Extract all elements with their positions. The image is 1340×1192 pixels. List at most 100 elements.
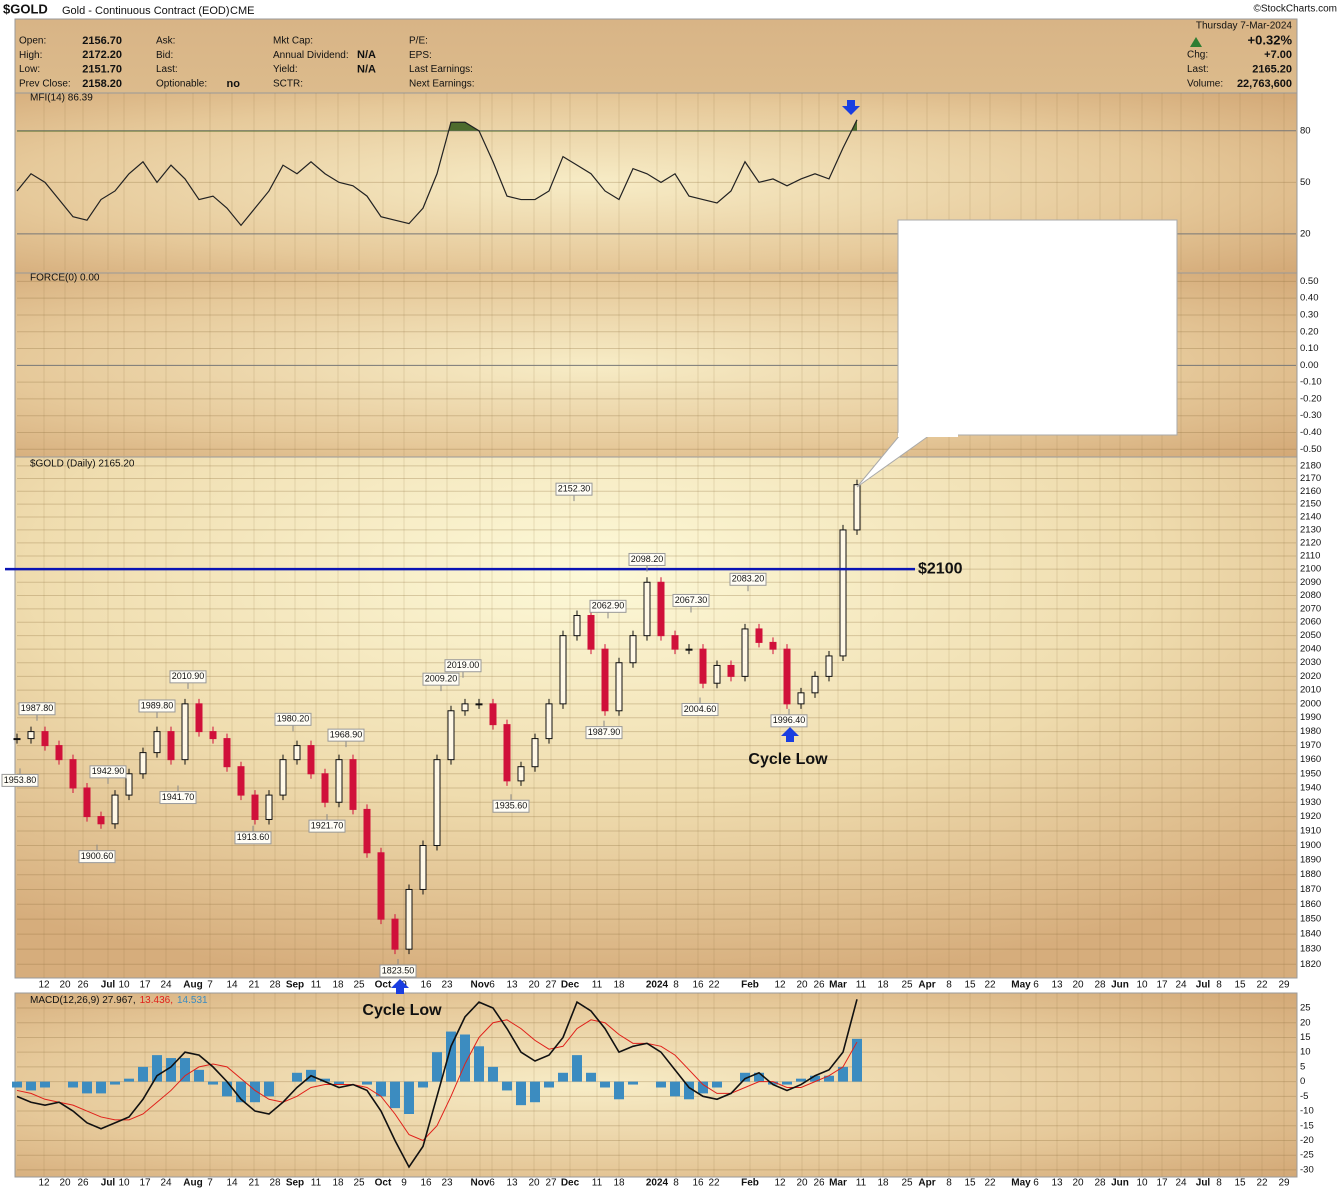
- annotation-label: 2010.90: [172, 671, 205, 681]
- x-tick-label: 24: [1175, 980, 1187, 991]
- quote-value: 2158.20: [82, 78, 122, 90]
- x-tick-label: Sep: [286, 1178, 304, 1189]
- annotation-box: [78, 850, 116, 864]
- histogram-bar: [96, 1081, 106, 1094]
- y-tick-label: 2070: [1300, 603, 1321, 614]
- histogram-bar: [236, 1081, 246, 1103]
- source: ©StockCharts.com: [1253, 4, 1337, 15]
- y-tick-label: -30: [1300, 1164, 1314, 1175]
- candle: [517, 766, 525, 782]
- candle: [685, 648, 693, 651]
- annotation-label: 2062.90: [592, 601, 625, 611]
- annotation-box: [159, 791, 197, 805]
- candle: [587, 615, 595, 650]
- note-box: [897, 219, 1178, 436]
- x-tick-label: Jul: [101, 1178, 116, 1189]
- y-tick-label: 1920: [1300, 811, 1321, 822]
- candle: [713, 664, 721, 684]
- x-tick-label: 6: [489, 1178, 495, 1189]
- histogram-bar: [558, 1072, 568, 1082]
- candle: [629, 635, 637, 664]
- x-tick-label: 22: [984, 1178, 996, 1189]
- y-tick-label: 2080: [1300, 590, 1321, 601]
- note-pointer: [856, 434, 931, 488]
- name: Gold - Continuous Contract (EOD): [62, 5, 230, 17]
- y-tick-label: 15: [1300, 1032, 1311, 1043]
- candle: [741, 628, 749, 677]
- y-tick-label: 2110: [1300, 551, 1320, 562]
- x-tick-label: 13: [1051, 1178, 1063, 1189]
- histogram-bar: [586, 1072, 596, 1082]
- x-tick-label: 11: [856, 980, 867, 991]
- x-tick-label: 11: [856, 1178, 867, 1189]
- candle: [111, 794, 119, 825]
- x-tick-label: 7: [207, 980, 213, 991]
- x-tick-label: 22: [708, 980, 720, 991]
- histogram-bar: [250, 1081, 260, 1103]
- x-tick-label: 15: [964, 1178, 976, 1189]
- candle: [195, 703, 203, 733]
- x-tick-label: 28: [1094, 1178, 1106, 1189]
- x-tick-label: 10: [1136, 980, 1148, 991]
- y-tick-label: 1980: [1300, 726, 1321, 737]
- histogram-bar: [404, 1081, 414, 1114]
- x-tick-label: 13: [506, 1178, 518, 1189]
- annotation-box: [89, 765, 127, 779]
- annotation-label: 2009.20: [425, 674, 458, 684]
- x-tick-label: 20: [59, 1178, 71, 1189]
- annotation-box: [234, 831, 272, 845]
- candle: [783, 648, 791, 705]
- histogram-bar: [670, 1081, 680, 1097]
- candle: [41, 731, 49, 747]
- annotation-box: [169, 670, 207, 684]
- cycle-low: Cycle Low: [362, 1002, 442, 1019]
- annotation-label: 2019.00: [447, 660, 480, 670]
- y-tick-label: 1880: [1300, 869, 1321, 880]
- histogram-bar: [488, 1066, 498, 1082]
- quote-value: 2172.20: [82, 49, 122, 61]
- candle: [461, 703, 469, 712]
- annotation-box: [585, 726, 623, 740]
- annotation-box: [729, 572, 767, 586]
- annotation-box: [681, 703, 719, 717]
- quote-value: N/A: [357, 49, 376, 61]
- x-tick-label: 28: [269, 1178, 281, 1189]
- x-tick-label: 20: [1072, 980, 1084, 991]
- y-tick-label: 1970: [1300, 740, 1321, 751]
- histogram-bar: [82, 1081, 92, 1094]
- annotation-label: 1989.80: [141, 700, 174, 710]
- histogram-bar: [600, 1081, 610, 1088]
- candle: [97, 816, 105, 825]
- histogram-bar: [264, 1081, 274, 1097]
- panel-label-part: 14.531: [177, 995, 208, 1006]
- quote-label: Next Earnings:: [409, 79, 475, 90]
- y-tick-label: 1960: [1300, 754, 1321, 765]
- up-triangle: [1190, 37, 1202, 47]
- y-tick-label: 5: [1300, 1061, 1305, 1072]
- candle: [503, 724, 511, 782]
- histogram-bar: [446, 1031, 456, 1082]
- candle: [643, 581, 651, 637]
- y-tick-label: 1870: [1300, 884, 1321, 895]
- y-tick-label: 1830: [1300, 944, 1321, 955]
- y-tick-label: 0.30: [1300, 309, 1319, 320]
- candle: [755, 628, 763, 643]
- histogram-bar: [530, 1081, 540, 1103]
- y-tick-label: -0.20: [1300, 393, 1322, 404]
- histogram-bar: [208, 1081, 218, 1085]
- y-tick-label: 50: [1300, 177, 1311, 188]
- y-tick-label: -15: [1300, 1120, 1314, 1131]
- histogram-bar: [698, 1081, 708, 1094]
- candle: [27, 731, 35, 740]
- annotation-box: [628, 552, 666, 566]
- histogram-bar: [12, 1081, 22, 1088]
- x-tick-label: 27: [545, 980, 557, 991]
- x-tick-label: 13: [506, 980, 518, 991]
- histogram-bar: [544, 1081, 554, 1088]
- candle: [55, 745, 63, 761]
- y-tick-label: -0.10: [1300, 377, 1322, 388]
- x-tick-label: 11: [592, 1178, 603, 1189]
- x-tick-label: Oct: [375, 1178, 392, 1189]
- x-tick-label: 25: [901, 980, 913, 991]
- y-tick-label: 20: [1300, 1017, 1311, 1028]
